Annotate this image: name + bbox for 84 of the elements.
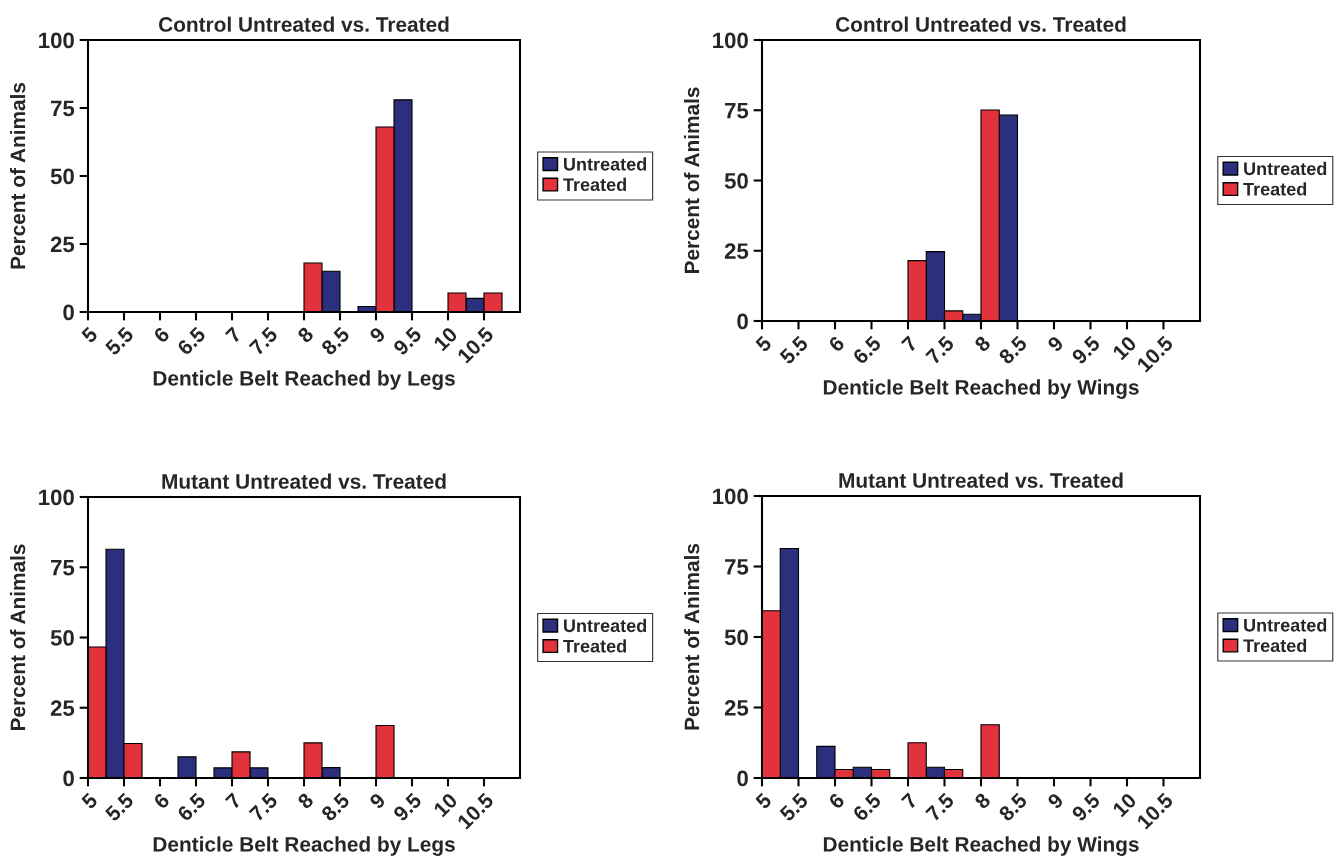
y-tick-label: 75: [725, 559, 749, 575]
y-axis-title: Percent of Animals: [9, 544, 26, 731]
x-axis-title: Denticle Belt Reached by Legs: [153, 370, 455, 390]
x-tick-label: 9: [1046, 335, 1065, 353]
chart-title: Control Untreated vs. Treated: [159, 16, 449, 32]
x-tick-label: 8: [973, 792, 992, 810]
x-tick-label: 8.5: [997, 791, 1028, 823]
legend-label: Treated: [563, 177, 626, 192]
x-axis-title: Denticle Belt Reached by Legs: [153, 836, 455, 856]
x-tick-label: 5.5: [104, 792, 135, 823]
y-tick-label: 25: [50, 236, 75, 253]
x-tick-label: 6.5: [851, 791, 882, 822]
x-tick-label: 7.5: [248, 792, 279, 822]
x-tick-label: 5: [80, 326, 99, 344]
y-tick-label: 25: [50, 700, 75, 717]
x-tick-label: 6: [827, 335, 846, 353]
x-tick-label: 5.5: [779, 792, 809, 823]
y-tick-label: 50: [724, 629, 748, 646]
x-tick-label: 6: [827, 792, 846, 810]
y-tick-label: 25: [724, 243, 749, 260]
x-tick-label: 6.5: [851, 334, 882, 365]
y-tick-label: 50: [724, 173, 748, 189]
x-tick-label: 8: [973, 335, 992, 353]
y-tick-label: 0: [737, 770, 748, 787]
x-tick-label: 8.5: [997, 334, 1028, 366]
legend-label: Treated: [1243, 182, 1307, 196]
x-tick-label: 6.5: [176, 325, 207, 356]
y-tick-label: 50: [50, 630, 74, 646]
x-tick-label: 6: [152, 792, 171, 810]
x-tick-label: 7: [224, 792, 243, 810]
y-axis-title: Percent of Animals: [683, 543, 700, 730]
legend-label: Treated: [563, 639, 626, 653]
x-tick-label: 5: [80, 792, 99, 810]
y-tick-label: 100: [39, 489, 74, 506]
legend-label: Treated: [1243, 638, 1307, 653]
legend-label: Untreated: [564, 618, 647, 633]
x-tick-label: 7.5: [925, 792, 955, 822]
chart-title: Mutant Untreated vs. Treated: [162, 473, 446, 489]
x-tick-label: 7: [900, 792, 919, 810]
y-tick-label: 100: [713, 488, 748, 505]
x-tick-label: 5: [754, 792, 773, 810]
x-tick-label: 9: [1046, 792, 1065, 810]
y-tick-label: 100: [39, 32, 74, 49]
x-tick-label: 8: [296, 326, 315, 344]
x-tick-label: 9.5: [1070, 334, 1101, 365]
x-tick-label: 6.5: [176, 791, 207, 822]
y-tick-label: 0: [63, 304, 74, 321]
y-tick-label: 0: [737, 313, 748, 330]
y-tick-label: 75: [725, 103, 749, 119]
y-tick-label: 75: [51, 560, 75, 576]
chart-title: Control Untreated vs. Treated: [836, 16, 1126, 32]
x-axis-title: Denticle Belt Reached by Wings: [823, 379, 1139, 399]
x-tick-label: 10: [432, 792, 459, 818]
y-axis-title: Percent of Animals: [9, 82, 26, 269]
x-tick-label: 9.5: [392, 791, 423, 822]
legend-label: Untreated: [564, 157, 647, 171]
x-tick-label: 10: [1111, 792, 1138, 818]
x-tick-label: 7: [224, 326, 243, 344]
y-tick-label: 25: [724, 700, 749, 716]
x-tick-label: 9.5: [392, 325, 423, 356]
x-tick-label: 7.5: [248, 326, 279, 356]
x-tick-label: 9: [368, 326, 387, 344]
x-tick-label: 6: [152, 326, 171, 344]
legend-label: Untreated: [1244, 161, 1327, 176]
x-tick-label: 7.5: [925, 335, 955, 365]
x-tick-label: 8: [296, 792, 315, 810]
x-tick-label: 8.5: [320, 791, 351, 823]
x-tick-label: 8.5: [320, 325, 351, 357]
legend-label: Untreated: [1244, 618, 1327, 632]
x-tick-label: 5.5: [779, 335, 809, 366]
x-axis-title: Denticle Belt Reached by Wings: [823, 836, 1139, 856]
x-tick-label: 7: [900, 335, 919, 353]
x-tick-label: 10: [1111, 335, 1138, 361]
x-tick-label: 9: [368, 792, 387, 810]
x-tick-label: 5.5: [104, 326, 135, 357]
chart-title: Mutant Untreated vs. Treated: [839, 472, 1123, 488]
x-tick-label: 10: [432, 326, 459, 352]
y-tick-label: 50: [50, 168, 74, 185]
y-tick-label: 75: [51, 100, 75, 117]
y-tick-label: 0: [63, 770, 74, 787]
y-tick-label: 100: [713, 32, 748, 49]
x-tick-label: 9.5: [1070, 791, 1101, 822]
x-tick-label: 5: [754, 335, 773, 353]
y-axis-title: Percent of Animals: [683, 87, 700, 274]
